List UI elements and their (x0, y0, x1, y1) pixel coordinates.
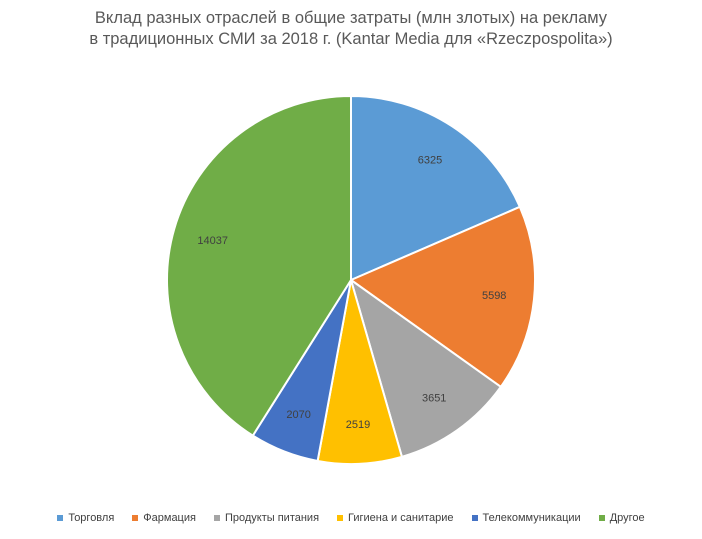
legend-item: Другое (598, 512, 645, 524)
legend-swatch (598, 515, 605, 521)
chart-title-line-1: Вклад разных отраслей в общие затраты (м… (94, 9, 608, 27)
legend-label: Телекоммуникации (482, 512, 581, 524)
pie-slice (350, 94, 522, 282)
pie-data-label: 2519 (346, 419, 370, 431)
pie-slices (166, 94, 536, 465)
chart-title-line-2: в традиционных СМИ за 2018 г. (Kantar Me… (89, 30, 613, 48)
legend-label: Торговля (68, 512, 115, 524)
legend-label: Другое (609, 512, 645, 524)
legend-item: Фармация (132, 512, 196, 524)
chart-legend: Торговля Фармация Продукты питания Гигиена … (0, 512, 702, 524)
legend-label: Гигиена и санитарие (348, 512, 454, 524)
pie-data-label: 14037 (197, 235, 228, 247)
pie-data-label: 6325 (418, 155, 442, 167)
pie-slice (166, 94, 352, 438)
legend-item: Торговля (57, 512, 114, 524)
pie-slice (349, 277, 503, 459)
pie-data-label: 3651 (422, 393, 446, 405)
legend-item: Продукты питания (213, 512, 320, 524)
chart-title: Вклад разных отраслей в общие затраты (м… (0, 8, 702, 50)
legend-swatch (57, 515, 64, 521)
legend-label: Фармация (143, 512, 196, 524)
legend-label: Продукты питания (224, 512, 320, 524)
legend-swatch (337, 515, 344, 521)
pie-slice (348, 205, 536, 389)
legend-item: Гигиена и санитарие (337, 512, 454, 524)
legend-swatch (213, 515, 220, 521)
legend-swatch (132, 515, 139, 521)
pie-data-labels: 6325 5598 3651 2519 2070 14037 (197, 155, 506, 431)
pie-data-label: 2070 (286, 409, 310, 421)
legend-item: Телекоммуникации (471, 512, 581, 524)
legend-swatch (471, 515, 478, 521)
pie-data-label: 5598 (482, 290, 506, 302)
